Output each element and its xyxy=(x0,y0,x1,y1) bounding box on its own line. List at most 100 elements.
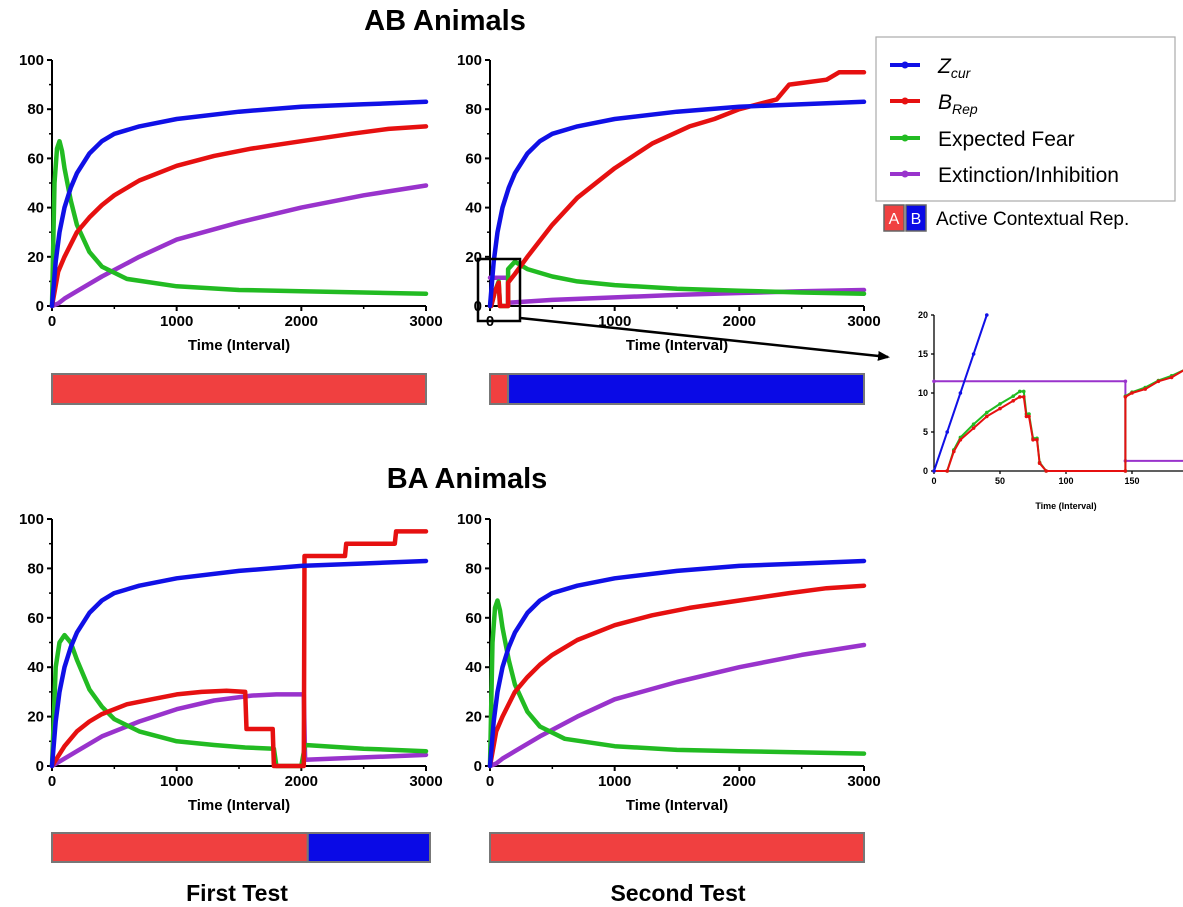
context-legend: A B Active Contextual Rep. xyxy=(883,204,1129,232)
series-point-brep xyxy=(1123,395,1128,399)
chart-inset-zoom: 05010015020005101520Time (Interval) xyxy=(912,307,1183,515)
series-point-zcur xyxy=(971,352,976,356)
series-point-brep xyxy=(985,414,989,419)
series-point-fear xyxy=(998,402,1002,406)
series-point-brep xyxy=(945,469,949,473)
series-line-brep xyxy=(49,529,429,769)
y-tick-label: 0 xyxy=(36,298,44,315)
legend-label-brep: BRep xyxy=(938,91,978,117)
series-point-brep xyxy=(952,449,956,454)
context-segment-a xyxy=(489,832,865,863)
x-tick-label: 0 xyxy=(931,476,936,486)
x-axis-label: Time (Interval) xyxy=(626,797,728,814)
x-tick-label: 3000 xyxy=(847,313,880,330)
series-point-brep xyxy=(1018,395,1022,399)
series-point-fear xyxy=(1018,389,1022,394)
series-point-brep xyxy=(1123,469,1128,473)
legend-box xyxy=(875,36,1176,202)
series-point-brep xyxy=(1130,391,1134,395)
context-swatch-b xyxy=(905,204,927,232)
context-swatch-a xyxy=(883,204,905,232)
y-tick-label: 20 xyxy=(27,249,44,266)
y-tick-label: 40 xyxy=(465,659,482,676)
legend-dot-brep xyxy=(901,97,909,105)
x-axis-label: Time (Interval) xyxy=(1035,501,1096,511)
context-segment-a xyxy=(51,373,427,405)
x-tick-label: 1000 xyxy=(598,773,631,790)
context-legend-label: Active Contextual Rep. xyxy=(936,209,1129,230)
ab-animals-title: AB Animals xyxy=(364,5,526,37)
series-point-brep xyxy=(1143,387,1147,391)
zoom-box xyxy=(476,257,522,323)
y-tick-label: 60 xyxy=(27,150,44,167)
series-line-zcur xyxy=(49,99,429,309)
series-point-brep xyxy=(1024,414,1029,419)
series-point-zcur xyxy=(958,391,963,395)
y-tick-label: 0 xyxy=(36,758,44,775)
series-line-zcur xyxy=(49,558,429,769)
series-point-fear xyxy=(971,422,976,427)
series-point-brep xyxy=(1044,469,1048,473)
y-tick-label: 80 xyxy=(465,560,482,577)
y-tick-label: 20 xyxy=(465,709,482,726)
legend-dot-zcur xyxy=(901,61,909,69)
series-point-fear xyxy=(1011,394,1015,398)
second-test-label: Second Test xyxy=(610,880,745,906)
y-tick-label: 40 xyxy=(27,659,44,676)
y-tick-label: 60 xyxy=(465,150,482,167)
series-point-brep xyxy=(958,438,963,442)
y-tick-label: 100 xyxy=(457,511,482,528)
y-tick-label: 100 xyxy=(457,52,482,69)
y-tick-label: 40 xyxy=(465,200,482,217)
chart-ab-first-test: 0 1000 2000 3000 0 20 40 60 80 100 Time (Interval) xyxy=(19,52,443,405)
y-tick-label: 20 xyxy=(465,249,482,266)
context-letter-b: B xyxy=(911,211,922,228)
y-tick-label: 10 xyxy=(918,388,928,398)
legend-entry-fear: Expected Fear xyxy=(890,128,1075,151)
y-tick-label: 15 xyxy=(918,349,928,359)
series-line-fear xyxy=(49,632,429,769)
y-tick-label: 0 xyxy=(923,466,928,476)
series-point-brep xyxy=(1037,461,1042,466)
x-tick-label: 0 xyxy=(486,773,494,790)
x-tick-label: 3000 xyxy=(847,773,880,790)
series-line-brep xyxy=(933,369,1183,472)
y-tick-label: 60 xyxy=(465,610,482,627)
y-tick-label: 100 xyxy=(19,52,44,69)
y-tick-label: 0 xyxy=(474,758,482,775)
y-tick-label: 60 xyxy=(27,610,44,627)
y-tick-label: 20 xyxy=(27,709,44,726)
series-line-brep xyxy=(487,70,867,309)
x-tick-label: 0 xyxy=(48,313,56,330)
series-line-ext xyxy=(49,692,429,769)
series-point-brep xyxy=(1156,379,1161,384)
first-test-label: First Test xyxy=(186,880,288,906)
series-point-fear xyxy=(1021,389,1026,394)
x-tick-label: 3000 xyxy=(409,773,442,790)
series-point-zcur xyxy=(932,469,936,473)
y-tick-label: 40 xyxy=(27,200,44,217)
x-tick-label: 1000 xyxy=(160,313,193,330)
legend-label-ext: Extinction/Inhibition xyxy=(938,164,1119,187)
series-point-brep xyxy=(1021,395,1026,399)
series-point-ext xyxy=(1123,379,1128,384)
chart-ba-first-test: 0 1000 2000 3000 0 20 40 60 80 100 Time (Interval) xyxy=(19,511,443,863)
y-tick-label: 20 xyxy=(918,310,928,320)
y-tick-label: 80 xyxy=(465,101,482,118)
series-point-brep xyxy=(1031,438,1035,442)
x-axis-label: Time (Interval) xyxy=(626,337,728,354)
series-point-zcur xyxy=(945,430,949,434)
ba-animals-title: BA Animals xyxy=(387,463,548,495)
series-line-zcur xyxy=(487,99,867,309)
context-segment-b xyxy=(306,832,431,863)
x-tick-label: 1000 xyxy=(598,313,631,330)
x-tick-label: 1000 xyxy=(160,773,193,790)
x-tick-label: 100 xyxy=(1058,476,1073,486)
series-line-ext xyxy=(487,642,867,769)
legend-entry-ext: Extinction/Inhibition xyxy=(890,164,1119,187)
x-tick-label: 2000 xyxy=(285,773,318,790)
inset-background xyxy=(912,307,1183,515)
legend-dot-ext xyxy=(901,170,909,178)
